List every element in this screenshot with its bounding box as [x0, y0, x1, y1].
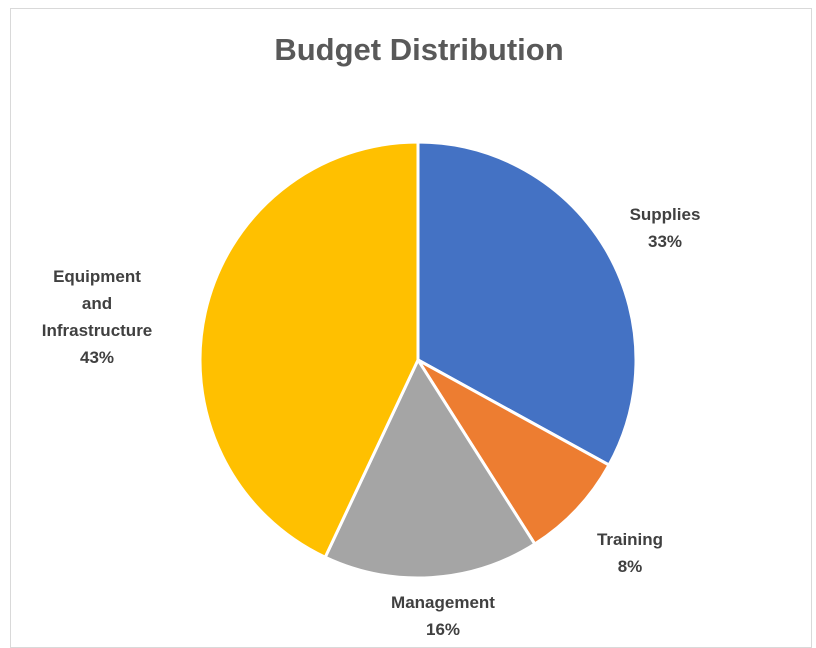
pie-slice-supplies — [416, 140, 638, 468]
data-label-training: Training 8% — [597, 530, 663, 576]
data-label-supplies: Supplies 33% — [630, 205, 701, 251]
data-label-equipment-and-infrastructure: Equipment and Infrastructure 43% — [42, 267, 153, 367]
data-label-management: Management 16% — [391, 593, 495, 637]
pie-slice-equipment-and-infrastructure — [198, 140, 420, 560]
pie-slice-training — [416, 358, 612, 547]
pie-slice-management — [323, 356, 537, 580]
chart-title: Budget Distribution — [274, 32, 564, 67]
